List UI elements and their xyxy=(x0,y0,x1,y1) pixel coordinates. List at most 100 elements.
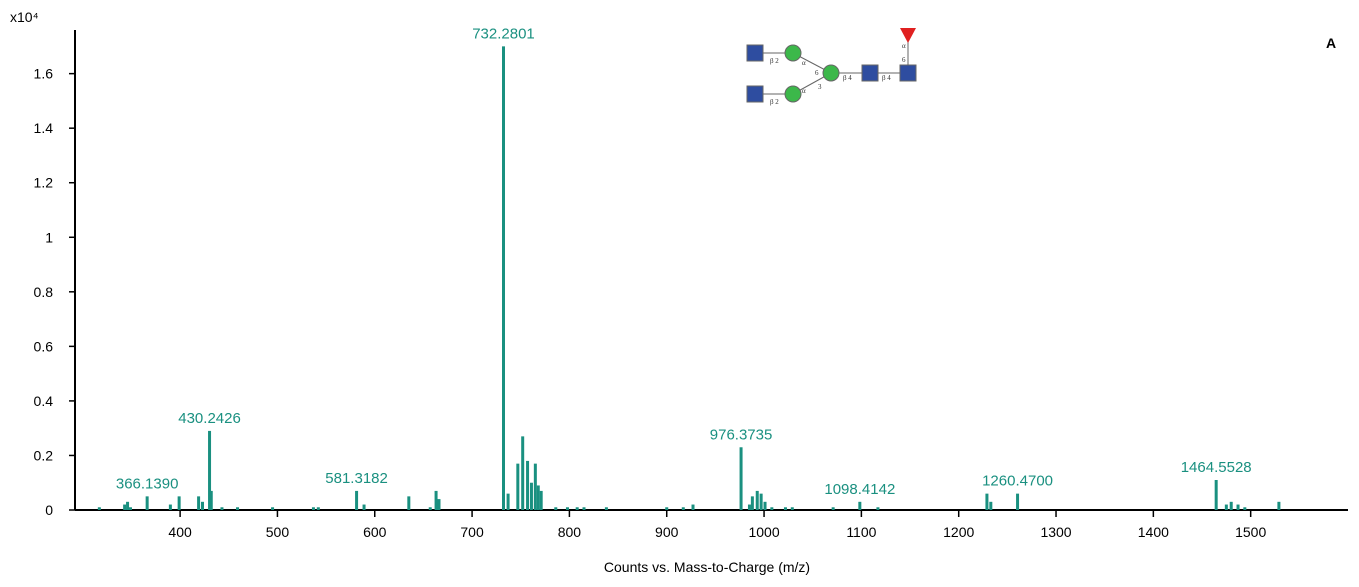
peak xyxy=(1224,504,1228,510)
glycan-linkage: β 2 xyxy=(770,98,779,106)
peak xyxy=(271,507,275,510)
peak xyxy=(311,507,315,510)
peak xyxy=(536,485,540,510)
peak xyxy=(759,493,763,510)
peak xyxy=(197,496,201,510)
peak xyxy=(681,507,685,510)
x-tick-label: 1300 xyxy=(1040,524,1071,540)
y-tick-label: 1.4 xyxy=(34,120,54,136)
peak xyxy=(208,430,212,510)
x-tick-label: 600 xyxy=(363,524,387,540)
y-multiplier: x10⁴ xyxy=(10,9,39,25)
peak xyxy=(539,490,543,510)
peak xyxy=(790,507,794,510)
peak xyxy=(1277,501,1281,510)
y-tick-label: 1.6 xyxy=(34,66,54,82)
y-tick-label: 0.4 xyxy=(34,393,54,409)
glycan-linkage: 6 xyxy=(902,56,906,64)
glycan-linkage: β 4 xyxy=(882,74,891,82)
peak xyxy=(123,504,127,510)
peak xyxy=(355,490,359,510)
peak-label: 366.1390 xyxy=(116,475,179,492)
glycan-linkage: 6 xyxy=(815,69,819,77)
x-tick-label: 1100 xyxy=(846,524,876,540)
y-tick-label: 1 xyxy=(45,229,53,245)
peak xyxy=(434,490,438,510)
peak xyxy=(533,463,537,510)
peak xyxy=(428,507,432,510)
peak xyxy=(128,507,132,510)
x-tick-label: 800 xyxy=(558,524,582,540)
peak xyxy=(739,447,743,510)
y-tick-label: 0.6 xyxy=(34,338,54,354)
peak xyxy=(831,507,835,510)
peak xyxy=(985,493,989,510)
x-tick-label: 900 xyxy=(655,524,679,540)
peak xyxy=(126,501,130,510)
peak xyxy=(750,496,754,510)
peak-label: 430.2426 xyxy=(178,410,241,427)
x-tick-label: 500 xyxy=(266,524,290,540)
y-tick-label: 0.8 xyxy=(34,284,54,300)
peak xyxy=(665,507,669,510)
peak xyxy=(1243,507,1247,510)
peak xyxy=(989,501,993,510)
peak xyxy=(177,496,181,510)
peak xyxy=(521,436,525,510)
y-tick-label: 0 xyxy=(45,502,53,518)
peak-label: 581.3182 xyxy=(325,470,388,487)
peak xyxy=(506,493,510,510)
peak xyxy=(770,507,774,510)
peak xyxy=(582,507,586,510)
x-tick-label: 1400 xyxy=(1138,524,1169,540)
x-tick-label: 1000 xyxy=(748,524,779,540)
peak xyxy=(763,501,767,510)
glycan-diagram xyxy=(746,28,917,103)
peak xyxy=(209,490,213,510)
peak xyxy=(747,504,751,510)
peak xyxy=(236,507,240,510)
peak xyxy=(526,460,530,510)
glycan-linkage: 3 xyxy=(818,83,822,91)
glycan-linkage: α xyxy=(802,87,806,95)
peak-label: 732.2801 xyxy=(472,25,535,42)
peak-label: 976.3735 xyxy=(710,426,773,443)
x-tick-label: 1500 xyxy=(1235,524,1266,540)
peak xyxy=(783,507,787,510)
glycan-linkage: α xyxy=(902,42,906,50)
peak xyxy=(1236,504,1240,510)
x-tick-label: 400 xyxy=(168,524,192,540)
y-tick-label: 1.2 xyxy=(34,175,54,191)
x-axis-label: Counts vs. Mass-to-Charge (m/z) xyxy=(604,559,810,575)
peak xyxy=(858,501,862,510)
peak xyxy=(565,507,569,510)
peak xyxy=(876,507,880,510)
peak xyxy=(604,507,608,510)
peak xyxy=(407,496,411,510)
peak xyxy=(1229,501,1233,510)
peak xyxy=(1016,493,1020,510)
x-tick-label: 700 xyxy=(460,524,484,540)
peak-label: 1260.4700 xyxy=(982,473,1053,490)
peak xyxy=(516,463,520,510)
peak xyxy=(145,496,149,510)
peak xyxy=(529,482,533,510)
peak xyxy=(575,507,579,510)
peak xyxy=(168,504,172,510)
peak xyxy=(97,507,101,510)
peak xyxy=(1214,480,1218,510)
glycan-linkage: β 4 xyxy=(843,74,852,82)
peak xyxy=(691,504,695,510)
peak-label: 1098.4142 xyxy=(824,481,895,498)
peak xyxy=(437,499,441,510)
peak xyxy=(501,46,505,510)
x-tick-label: 1200 xyxy=(943,524,974,540)
y-tick-label: 0.2 xyxy=(34,447,54,463)
peak xyxy=(220,507,224,510)
glycan-linkage: β 2 xyxy=(770,57,779,65)
peak xyxy=(755,490,759,510)
peak xyxy=(200,501,204,510)
peak-label: 1464.5528 xyxy=(1181,459,1252,476)
peak xyxy=(316,507,320,510)
